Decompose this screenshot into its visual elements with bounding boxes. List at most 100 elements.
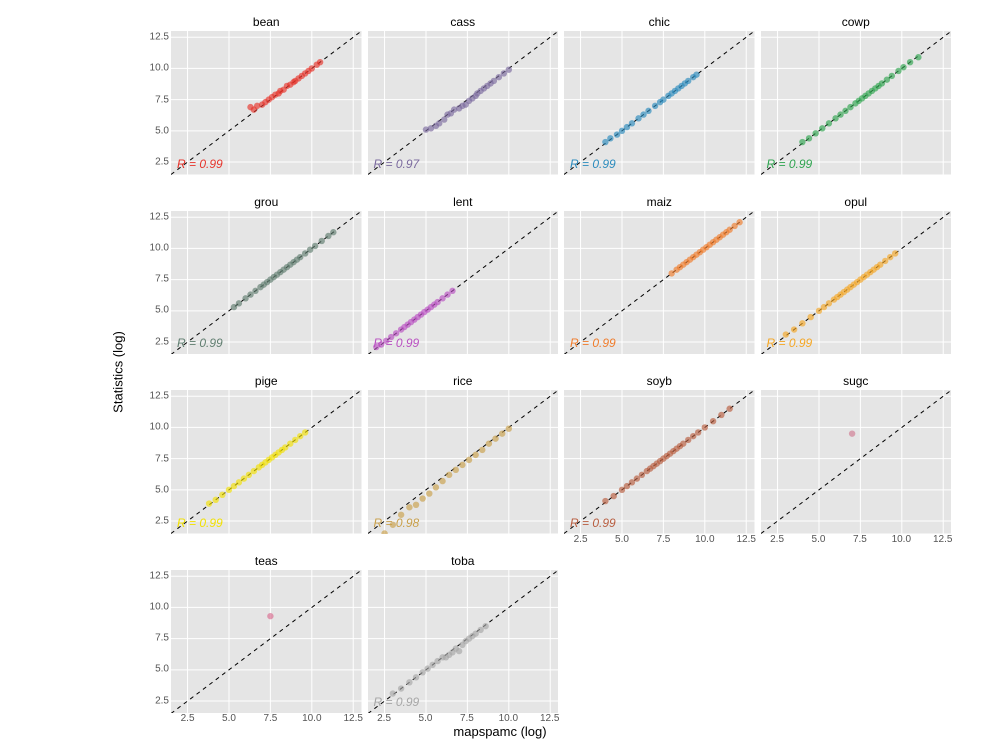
y-tick-label: 12.5 (137, 391, 169, 402)
y-tick-label: 10.0 (137, 422, 169, 433)
x-tick-label: 5.0 (812, 534, 826, 545)
r-annotation: R = 0.99 (374, 695, 420, 709)
y-tick-label: 7.5 (137, 94, 169, 105)
r-annotation: R = 0.99 (570, 157, 616, 171)
panel-title: soyb (564, 374, 755, 388)
data-point (213, 497, 219, 503)
x-tick-label: 2.5 (770, 534, 784, 545)
panel-plot (368, 390, 559, 534)
data-point (695, 429, 701, 435)
panel-pige: pigeR = 0.992.55.07.510.012.5 (170, 389, 363, 535)
data-point (825, 120, 831, 126)
panel-plot (564, 390, 755, 534)
y-ticks: 2.55.07.510.012.5 (137, 31, 169, 175)
data-point (452, 467, 458, 473)
y-tick-label: 2.5 (137, 336, 169, 347)
x-tick-label: 12.5 (540, 713, 559, 724)
data-point (445, 472, 451, 478)
data-point (449, 287, 455, 293)
data-point (805, 135, 811, 141)
y-tick-label: 10.0 (137, 63, 169, 74)
panel-plot (368, 31, 559, 175)
data-point (439, 478, 445, 484)
panel-title: cass (368, 15, 559, 29)
panel-title: cowp (761, 15, 952, 29)
y-tick-label: 7.5 (137, 453, 169, 464)
x-tick-label: 5.0 (419, 713, 433, 724)
data-point (330, 229, 336, 235)
x-tick-label: 12.5 (933, 534, 952, 545)
data-point (906, 59, 912, 65)
panel-plot (368, 211, 559, 355)
x-tick-label: 10.0 (302, 713, 321, 724)
data-point (426, 490, 432, 496)
x-tick-label: 2.5 (181, 713, 195, 724)
r-annotation: R = 0.98 (374, 516, 420, 530)
data-point (219, 492, 225, 498)
y-tick-label: 5.0 (137, 125, 169, 136)
panel-chic: chicR = 0.99 (563, 30, 756, 176)
x-tick-label: 7.5 (656, 534, 670, 545)
data-point (900, 64, 906, 70)
x-tick-label: 12.5 (343, 713, 362, 724)
y-tick-label: 2.5 (137, 516, 169, 527)
panel-soyb: soybR = 0.992.55.07.510.012.5 (563, 389, 756, 535)
data-point (505, 425, 511, 431)
y-axis-label: Statistics (log) (111, 331, 126, 413)
y-tick-label: 10.0 (137, 601, 169, 612)
panel-toba: tobaR = 0.992.55.07.510.012.5 (367, 569, 560, 715)
panel-title: opul (761, 195, 952, 209)
data-point (812, 130, 818, 136)
x-tick-label: 7.5 (263, 713, 277, 724)
panel-plot (171, 211, 362, 355)
data-point (465, 457, 471, 463)
data-point (206, 500, 212, 506)
panel-title: sugc (761, 374, 952, 388)
y-tick-label: 10.0 (137, 242, 169, 253)
panel-plot (171, 31, 362, 175)
data-point (472, 452, 478, 458)
panel-plot (761, 390, 952, 534)
panel-sugc: sugc2.55.07.510.012.5 (760, 389, 953, 535)
data-point (485, 440, 491, 446)
panel-grou: grouR = 0.992.55.07.510.012.5 (170, 210, 363, 356)
x-ticks: 2.55.07.510.012.5 (564, 534, 755, 548)
data-point (807, 313, 813, 319)
r-annotation: R = 0.99 (767, 157, 813, 171)
data-point (302, 429, 308, 435)
y-ticks: 2.55.07.510.012.5 (137, 390, 169, 534)
panel-bean: beanR = 0.992.55.07.510.012.5 (170, 30, 363, 176)
y-tick-label: 5.0 (137, 664, 169, 675)
data-point (492, 435, 498, 441)
panel-rice: riceR = 0.98 (367, 389, 560, 535)
panel-title: teas (171, 554, 362, 568)
data-point (607, 135, 613, 141)
y-ticks: 2.55.07.510.012.5 (137, 211, 169, 355)
y-tick-label: 7.5 (137, 633, 169, 644)
x-tick-label: 12.5 (736, 534, 755, 545)
data-point (236, 300, 242, 306)
data-point (459, 462, 465, 468)
data-point (406, 679, 412, 685)
data-point (799, 139, 805, 145)
panel-teas: teas2.55.07.510.012.52.55.07.510.012.5 (170, 569, 363, 715)
data-point (819, 125, 825, 131)
y-tick-label: 2.5 (137, 695, 169, 706)
r-annotation: R = 0.99 (177, 157, 223, 171)
data-point (891, 250, 897, 256)
data-point (498, 430, 504, 436)
data-point (482, 622, 488, 628)
panel-cass: cassR = 0.97 (367, 30, 560, 176)
panel-title: grou (171, 195, 362, 209)
data-point (915, 54, 921, 60)
panel-title: lent (368, 195, 559, 209)
y-tick-label: 12.5 (137, 570, 169, 581)
data-point (710, 418, 716, 424)
panel-plot (761, 211, 952, 355)
data-point (736, 219, 742, 225)
panel-title: pige (171, 374, 362, 388)
data-point (419, 495, 425, 501)
panel-plot (761, 31, 952, 175)
panel-plot (564, 211, 755, 355)
data-point (317, 59, 323, 65)
